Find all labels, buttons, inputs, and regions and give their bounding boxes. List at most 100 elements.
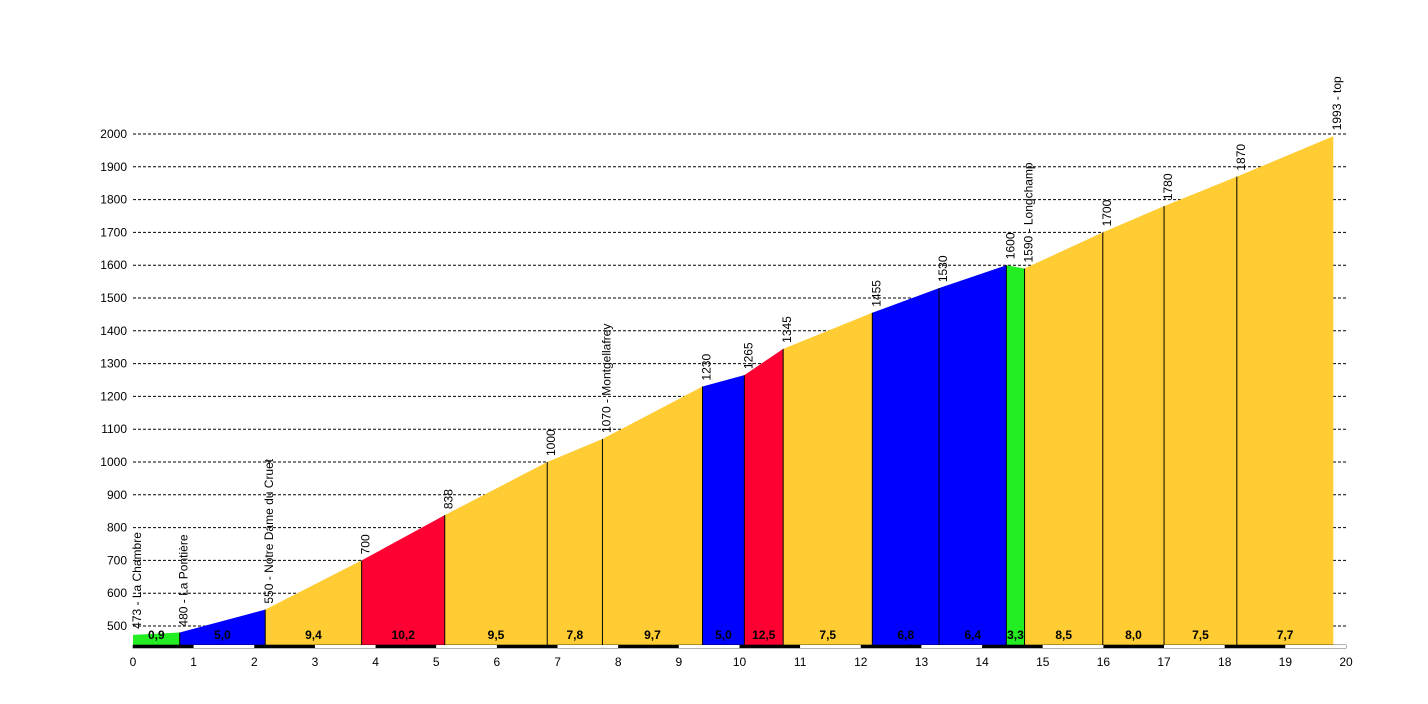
profile-segment (547, 439, 603, 645)
grade-label: 7,5 (1192, 628, 1209, 642)
scale-bar-block (375, 645, 437, 648)
scale-bar-block (800, 645, 861, 648)
scale-bar-block (1224, 645, 1286, 648)
scale-bar-block (557, 645, 619, 648)
grade-label: 6,4 (964, 628, 981, 642)
x-tick-label: 14 (975, 655, 989, 669)
scale-bar-block (739, 645, 801, 648)
profile-segment (939, 265, 1007, 645)
elevation-annotation: 1590 - Longchamp (1022, 162, 1036, 262)
profile-segment (1102, 206, 1165, 645)
x-tick-label: 4 (372, 655, 379, 669)
profile-segment (133, 632, 180, 645)
y-tick-label: 1700 (100, 225, 127, 239)
grade-labels: 0,9 5,0 9,4 10,2 9,5 7,8 9,7 5,0 12,5 7,5 6,8 6,4 3,… (148, 628, 1294, 642)
grade-label: 10,2 (392, 628, 416, 642)
scale-bar-block (193, 645, 255, 648)
profile-segment (1024, 232, 1103, 645)
elevation-annotation: 480 - La Pontière (177, 534, 191, 626)
x-tick-label: 20 (1339, 655, 1353, 669)
x-tick-label: 8 (615, 655, 622, 669)
grade-label: 0,9 (148, 628, 165, 642)
elevation-annotation: 1870 (1234, 144, 1248, 171)
scale-bar-block (678, 645, 740, 648)
y-tick-label: 900 (107, 488, 127, 502)
scale-bar-block (436, 645, 497, 648)
profile-segment (444, 462, 548, 645)
grade-label: 7,7 (1277, 628, 1294, 642)
y-tick-label: 1900 (100, 160, 127, 174)
scale-bar-block (1103, 645, 1165, 648)
scale-bar-block (618, 645, 679, 648)
elevation-annotation: 1780 (1161, 173, 1175, 200)
scale-bar-block (1285, 645, 1346, 648)
y-tick-label: 1200 (100, 389, 127, 403)
grade-label: 9,7 (644, 628, 661, 642)
scale-bar-block (921, 645, 983, 648)
x-tick-label: 16 (1097, 655, 1111, 669)
x-tick-label: 10 (733, 655, 747, 669)
y-tick-label: 700 (107, 553, 127, 567)
y-tick-label: 1500 (100, 291, 127, 305)
x-tick-label: 12 (854, 655, 868, 669)
scale-bar-block (860, 645, 922, 648)
elevation-annotation: 838 (442, 489, 456, 509)
elevation-annotation: 1070 - Montgellafrey (599, 324, 613, 433)
x-tick-label: 13 (915, 655, 929, 669)
y-axis-ticks: 500 600 700 800 900 1000 1100 1200 1300 1400 1500 1… (100, 127, 127, 633)
profile-segment (602, 386, 703, 645)
scale-bar-block (1164, 645, 1225, 648)
distance-scale-bar (132, 644, 1347, 649)
y-tick-label: 1300 (100, 357, 127, 371)
segment-layer (133, 136, 1334, 645)
profile-segment (1006, 265, 1025, 645)
profile-segment (702, 375, 745, 645)
grade-label: 5,0 (214, 628, 231, 642)
grade-label: 9,5 (488, 628, 505, 642)
grade-label: 8,5 (1055, 628, 1072, 642)
profile-segment (179, 609, 266, 645)
y-tick-label: 2000 (100, 127, 127, 141)
elevation-annotation: 1530 (936, 255, 950, 282)
x-tick-label: 1 (190, 655, 197, 669)
grade-label: 3,3 (1007, 628, 1024, 642)
elevation-annotation: 1000 (544, 429, 558, 456)
scale-bar-block (133, 645, 194, 648)
grade-label: 9,4 (305, 628, 322, 642)
profile-segment (1236, 136, 1334, 645)
grade-label: 7,8 (566, 628, 583, 642)
y-tick-label: 600 (107, 586, 127, 600)
profile-segment (361, 515, 445, 645)
y-tick-label: 1800 (100, 193, 127, 207)
y-tick-label: 1100 (101, 422, 127, 436)
x-tick-label: 5 (433, 655, 440, 669)
elevation-annotation: 550 - Notre Dame du Cruet (262, 458, 276, 603)
profile-segment (744, 348, 784, 645)
x-tick-label: 9 (676, 655, 683, 669)
x-tick-label: 2 (251, 655, 258, 669)
x-tick-label: 0 (130, 655, 137, 669)
x-axis-ticks: 0 1 2 3 4 5 6 7 8 9 10 11 12 13 14 15 16 17 18 19 20 (130, 655, 1353, 669)
y-tick-label: 1400 (100, 324, 127, 338)
elevation-annotations: 473 - La Chambre 480 - La Pontière 550 - N… (130, 76, 1344, 629)
profile-segment (872, 288, 940, 645)
elevation-annotation: 1700 (1100, 199, 1114, 226)
grade-label: 8,0 (1125, 628, 1142, 642)
scale-bar-block (254, 645, 315, 648)
x-tick-label: 3 (312, 655, 319, 669)
scale-bar-block (1042, 645, 1104, 648)
profile-segment (783, 312, 873, 645)
x-tick-label: 17 (1157, 655, 1171, 669)
scale-bar-block (982, 645, 1043, 648)
y-tick-label: 1000 (100, 455, 127, 469)
x-tick-label: 7 (554, 655, 561, 669)
grade-label: 12,5 (752, 628, 776, 642)
x-tick-label: 11 (794, 655, 807, 669)
elevation-annotation: 473 - La Chambre (130, 532, 144, 629)
elevation-annotation: 1600 (1003, 232, 1017, 259)
elevation-annotation: 700 (359, 534, 373, 554)
y-tick-label: 500 (107, 619, 127, 633)
y-tick-label: 1600 (100, 258, 127, 272)
divider-layer (179, 176, 1238, 645)
